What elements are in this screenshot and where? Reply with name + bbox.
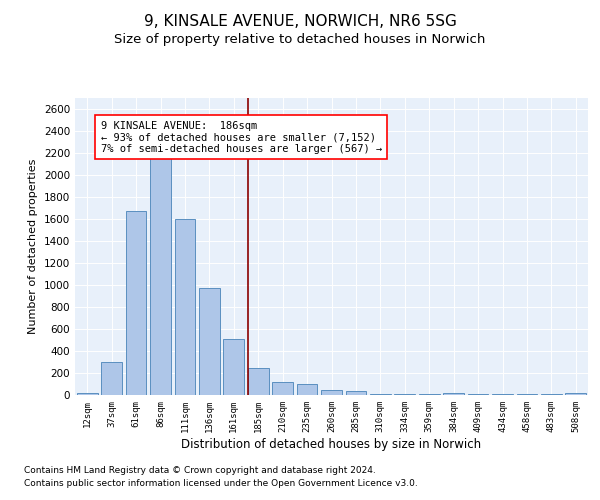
Bar [541,394,562,395]
Bar [565,393,586,395]
Bar [150,158,171,395]
Bar [272,382,293,395]
Bar [199,288,220,395]
Bar [394,394,415,395]
Bar [77,393,98,395]
Text: 9, KINSALE AVENUE, NORWICH, NR6 5SG: 9, KINSALE AVENUE, NORWICH, NR6 5SG [143,14,457,29]
Bar [223,339,244,395]
Bar [517,394,538,395]
Text: 9 KINSALE AVENUE:  186sqm
← 93% of detached houses are smaller (7,152)
7% of sem: 9 KINSALE AVENUE: 186sqm ← 93% of detach… [101,120,382,154]
Bar [296,384,317,395]
Bar [443,393,464,395]
X-axis label: Distribution of detached houses by size in Norwich: Distribution of detached houses by size … [181,438,482,450]
Bar [321,390,342,395]
Bar [419,394,440,395]
Text: Size of property relative to detached houses in Norwich: Size of property relative to detached ho… [115,32,485,46]
Bar [125,211,146,395]
Bar [370,394,391,395]
Bar [175,218,196,395]
Y-axis label: Number of detached properties: Number of detached properties [28,158,38,334]
Bar [492,394,513,395]
Text: Contains HM Land Registry data © Crown copyright and database right 2024.: Contains HM Land Registry data © Crown c… [24,466,376,475]
Bar [248,368,269,395]
Bar [467,394,488,395]
Bar [101,362,122,395]
Text: Contains public sector information licensed under the Open Government Licence v3: Contains public sector information licen… [24,479,418,488]
Bar [346,391,367,395]
